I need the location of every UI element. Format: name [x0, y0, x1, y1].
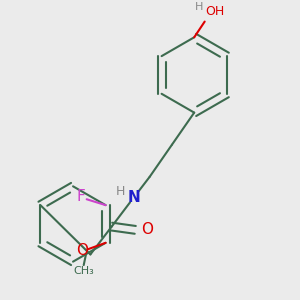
Text: O: O: [76, 244, 88, 259]
Text: F: F: [76, 189, 85, 204]
Text: OH: OH: [206, 4, 225, 18]
Text: CH₃: CH₃: [73, 266, 94, 276]
Text: O: O: [141, 222, 153, 237]
Text: N: N: [128, 190, 140, 205]
Text: H: H: [116, 185, 125, 198]
Text: H: H: [195, 2, 203, 12]
